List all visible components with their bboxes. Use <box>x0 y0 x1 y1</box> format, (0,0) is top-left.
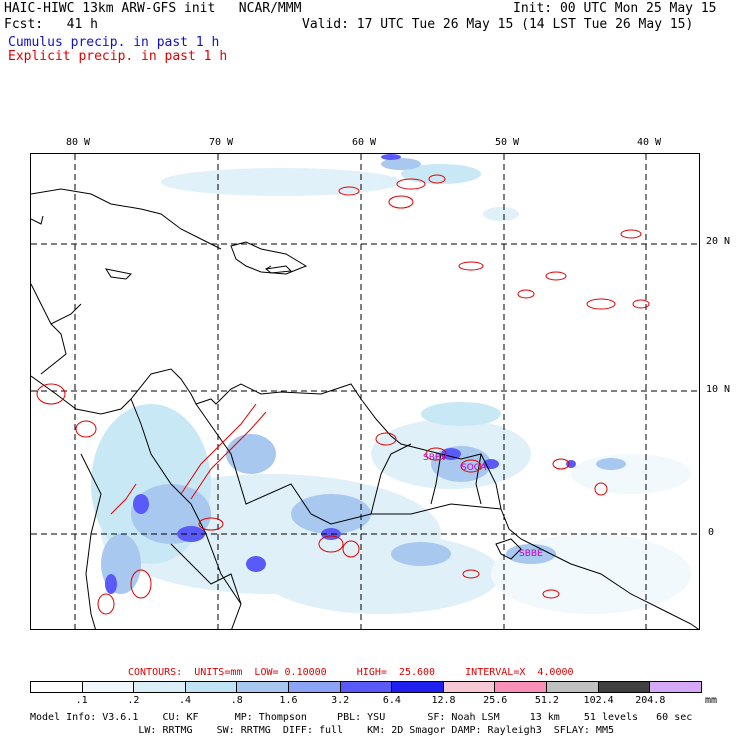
station-label-sbbv: SBBV <box>423 453 448 463</box>
contour-info: CONTOURS: UNITS=mm LOW= 0.10000 HIGH= 25… <box>128 667 574 678</box>
lat-lon-grid <box>31 154 699 629</box>
model-info-line1: Model Info: V3.6.1 CU: KF MP: Thompson P… <box>30 712 693 723</box>
lat-label-10n: 10 N <box>706 384 731 395</box>
init-time: Init: 00 UTC Mon 25 May 15 <box>513 1 717 16</box>
explicit-precip-contours <box>36 174 650 615</box>
explicit-label: Explicit precip. in past 1 h <box>8 49 228 64</box>
legend-swatch <box>598 682 651 692</box>
legend-unit: mm <box>705 695 718 706</box>
legend-swatch <box>134 682 186 692</box>
legend-value: 102.4 <box>583 695 614 706</box>
lon-label-50w: 50 W <box>495 137 520 148</box>
legend-value: 204.8 <box>635 695 666 706</box>
legend-value: .8 <box>230 695 243 706</box>
lat-label-equator: 0 <box>708 527 715 538</box>
legend-swatch <box>237 682 290 692</box>
legend-swatch <box>650 682 701 692</box>
title-line: HAIC-HIWC 13km ARW-GFS init NCAR/MMM <box>4 1 302 16</box>
lat-label-20n: 20 N <box>706 236 731 247</box>
legend-swatch <box>82 682 135 692</box>
color-legend <box>30 681 702 693</box>
cumulus-label: Cumulus precip. in past 1 h <box>8 35 220 50</box>
legend-value: 51.2 <box>534 695 559 706</box>
forecast-hour: Fcst: 41 h <box>4 17 98 32</box>
legend-value: 1.6 <box>279 695 298 706</box>
station-label-sbbe: SBBE <box>519 549 543 559</box>
legend-swatch <box>31 682 83 692</box>
valid-time: Valid: 17 UTC Tue 26 May 15 (14 LST Tue … <box>302 17 694 32</box>
legend-value: 12.8 <box>431 695 456 706</box>
legend-value: .2 <box>127 695 140 706</box>
legend-value: 6.4 <box>382 695 401 706</box>
map-canvas: SBBV SOCA SBBE <box>31 154 699 629</box>
legend-value: 25.6 <box>483 695 508 706</box>
legend-swatch <box>495 682 548 692</box>
cumulus-precip-light <box>91 164 691 614</box>
legend-swatch <box>185 682 238 692</box>
legend-value: .4 <box>179 695 192 706</box>
legend-value: .1 <box>75 695 88 706</box>
legend-swatch <box>340 682 393 692</box>
legend-swatch <box>547 682 599 692</box>
station-labels: SBBV SOCA SBBE <box>423 453 543 559</box>
lon-label-40w: 40 W <box>637 137 662 148</box>
legend-swatch <box>392 682 444 692</box>
legend-swatch <box>443 682 496 692</box>
precip-map: SBBV SOCA SBBE <box>30 153 700 630</box>
legend-value: 3.2 <box>331 695 350 706</box>
lon-label-70w: 70 W <box>209 137 234 148</box>
lon-label-80w: 80 W <box>66 137 91 148</box>
coastlines <box>31 188 699 629</box>
legend-swatch <box>289 682 341 692</box>
lon-label-60w: 60 W <box>352 137 377 148</box>
model-info-line2: LW: RRTMG SW: RRTMG DIFF: full KM: 2D Sm… <box>30 725 614 736</box>
station-label-soca: SOCA <box>461 463 487 473</box>
